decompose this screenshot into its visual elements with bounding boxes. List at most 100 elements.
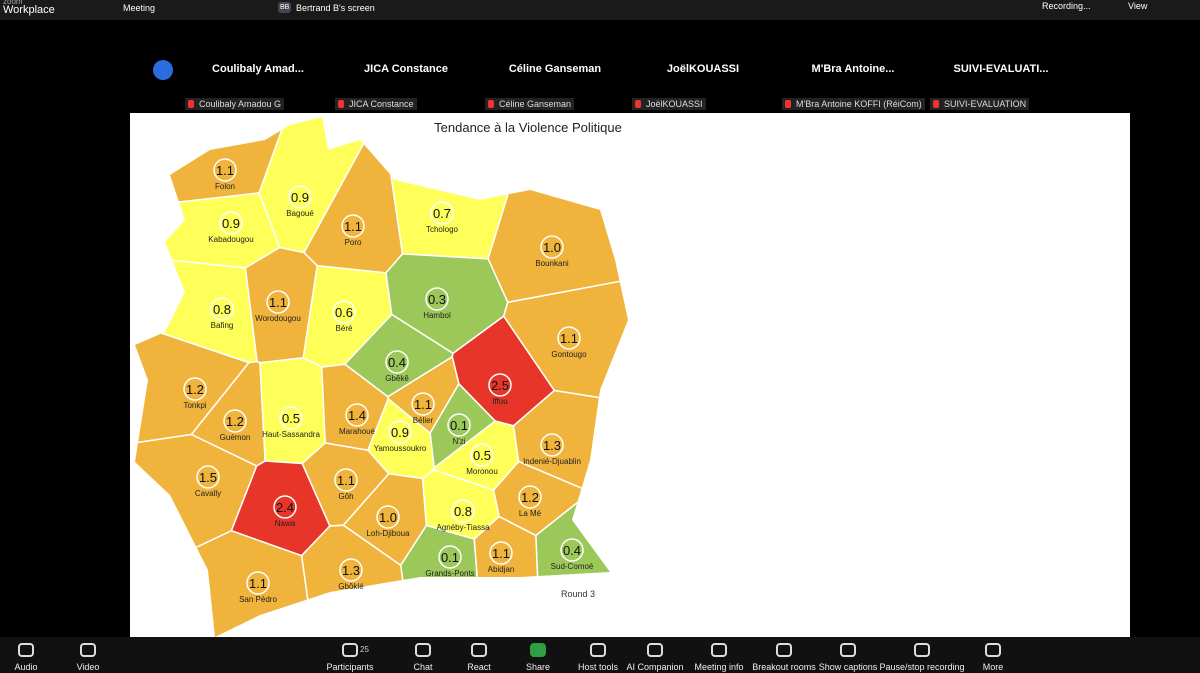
value-badge (438, 545, 462, 569)
title-bar: zoom Workplace Meeting BB Bertrand B's s… (0, 0, 1200, 20)
region-value: 1.1 (414, 397, 432, 412)
region-name: Sud-Comoé (551, 562, 594, 571)
value-badge (246, 571, 270, 595)
participant-name[interactable]: M'Bra Antoine... (811, 63, 895, 75)
participant-tile-label: Céline Ganseman (485, 98, 575, 110)
map-note: Round 3 (561, 589, 595, 599)
region-value: 0.9 (391, 425, 409, 440)
toolbar-button[interactable]: More (982, 662, 1004, 672)
share-avatar: BB (278, 2, 292, 13)
region-name: Hambol (423, 311, 451, 320)
participant-name[interactable]: Céline Ganseman (508, 63, 602, 75)
view-button[interactable]: View (1128, 1, 1148, 11)
region-value: 0.4 (388, 355, 406, 370)
toolbar-button[interactable]: React (467, 662, 491, 672)
value-badge (196, 465, 220, 489)
value-badge (388, 420, 412, 444)
region-name: Gbêkê (385, 374, 409, 383)
region-value: 1.2 (226, 414, 244, 429)
participant-name[interactable]: SUIVI-EVALUATI... (953, 63, 1049, 75)
value-badge (279, 406, 303, 430)
value-badge (334, 468, 358, 492)
region-name: Abidjan (488, 565, 515, 574)
region-name: Nawa (275, 519, 296, 528)
toolbar-button[interactable]: Share (525, 662, 551, 672)
value-badge (341, 214, 365, 238)
meeting-tab[interactable]: Meeting (123, 3, 156, 13)
participant-name[interactable]: Coulibaly Amad... (212, 63, 304, 75)
region-name: Folon (215, 182, 235, 191)
region-value: 1.0 (543, 240, 561, 255)
value-badge (183, 377, 207, 401)
region-name: Loh-Djiboua (366, 529, 410, 538)
region-value: 1.2 (521, 490, 539, 505)
value-badge (518, 485, 542, 509)
region-value: 0.9 (222, 216, 240, 231)
region-name: Worodougou (255, 314, 301, 323)
toolbar-button[interactable]: Meeting info (694, 662, 744, 672)
region-value: 1.1 (560, 331, 578, 346)
participant-name[interactable]: JoëlKOUASSI (666, 63, 740, 75)
value-badge (223, 409, 247, 433)
region-value: 1.5 (199, 470, 217, 485)
region-name: Marahoué (339, 427, 376, 436)
participant-tile-label: M'Bra Antoine KOFFI (RéiCom) (782, 98, 925, 110)
region-value: 0.5 (473, 448, 491, 463)
toolbar-button[interactable]: Breakout rooms (752, 662, 816, 672)
region-name: La Mé (519, 509, 542, 518)
participant-tile-label: Coulibaly Amadou G (185, 98, 285, 110)
value-badge (219, 211, 243, 235)
participant-tile-label: JoëlKOUASSI (632, 98, 706, 110)
region-name: Bagoué (286, 209, 314, 218)
region-name: Bafing (211, 321, 234, 330)
region-value: 0.4 (563, 543, 581, 558)
value-badge (332, 300, 356, 324)
back-button[interactable] (153, 60, 173, 80)
toolbar-icon (647, 643, 663, 657)
region-value: 1.1 (337, 473, 355, 488)
region-value: 0.8 (454, 504, 472, 519)
toolbar-button[interactable]: Audio (14, 662, 38, 672)
region-value: 0.3 (428, 292, 446, 307)
region-name: Bélier (413, 416, 434, 425)
recording-status[interactable]: Recording... (1042, 1, 1091, 11)
toolbar-icon (776, 643, 792, 657)
region-name: Kabadougou (208, 235, 253, 244)
participant-name[interactable]: JICA Constance (364, 63, 448, 75)
toolbar-icon (471, 643, 487, 657)
value-badge (273, 495, 297, 519)
region-value: 1.4 (348, 408, 366, 423)
region-value: 0.8 (213, 302, 231, 317)
region-value: 0.1 (441, 550, 459, 565)
value-badge (488, 373, 512, 397)
toolbar-button[interactable]: Participants (326, 662, 374, 672)
toolbar-button[interactable]: Chat (413, 662, 433, 672)
region-name: Poro (345, 238, 362, 247)
value-badge (557, 326, 581, 350)
region-value: 1.2 (186, 382, 204, 397)
region-name: Iffou (492, 397, 507, 406)
region-name: Moronou (466, 467, 498, 476)
region-value: 1.0 (379, 510, 397, 525)
value-badge (430, 201, 454, 225)
value-badge (385, 350, 409, 374)
region-name: Gôh (338, 492, 353, 501)
toolbar-button[interactable]: Host tools (577, 662, 619, 672)
value-badge (470, 443, 494, 467)
value-badge (560, 538, 584, 562)
region-value: 2.4 (276, 500, 294, 515)
region-value: 0.6 (335, 305, 353, 320)
value-badge (447, 413, 471, 437)
value-badge (540, 235, 564, 259)
region-name: Yamoussoukro (374, 444, 427, 453)
toolbar-button[interactable]: Show captions (818, 662, 878, 672)
region-name: Gbôklé (338, 582, 364, 591)
region-value: 1.1 (492, 546, 510, 561)
toolbar-button[interactable]: AI Companion (626, 662, 684, 672)
toolbar-button[interactable]: Video (76, 662, 100, 672)
toolbar-icon (415, 643, 431, 657)
toolbar-button[interactable]: Pause/stop recording (879, 662, 965, 672)
value-badge (210, 297, 234, 321)
share-tab[interactable]: Bertrand B's screen (296, 3, 375, 13)
